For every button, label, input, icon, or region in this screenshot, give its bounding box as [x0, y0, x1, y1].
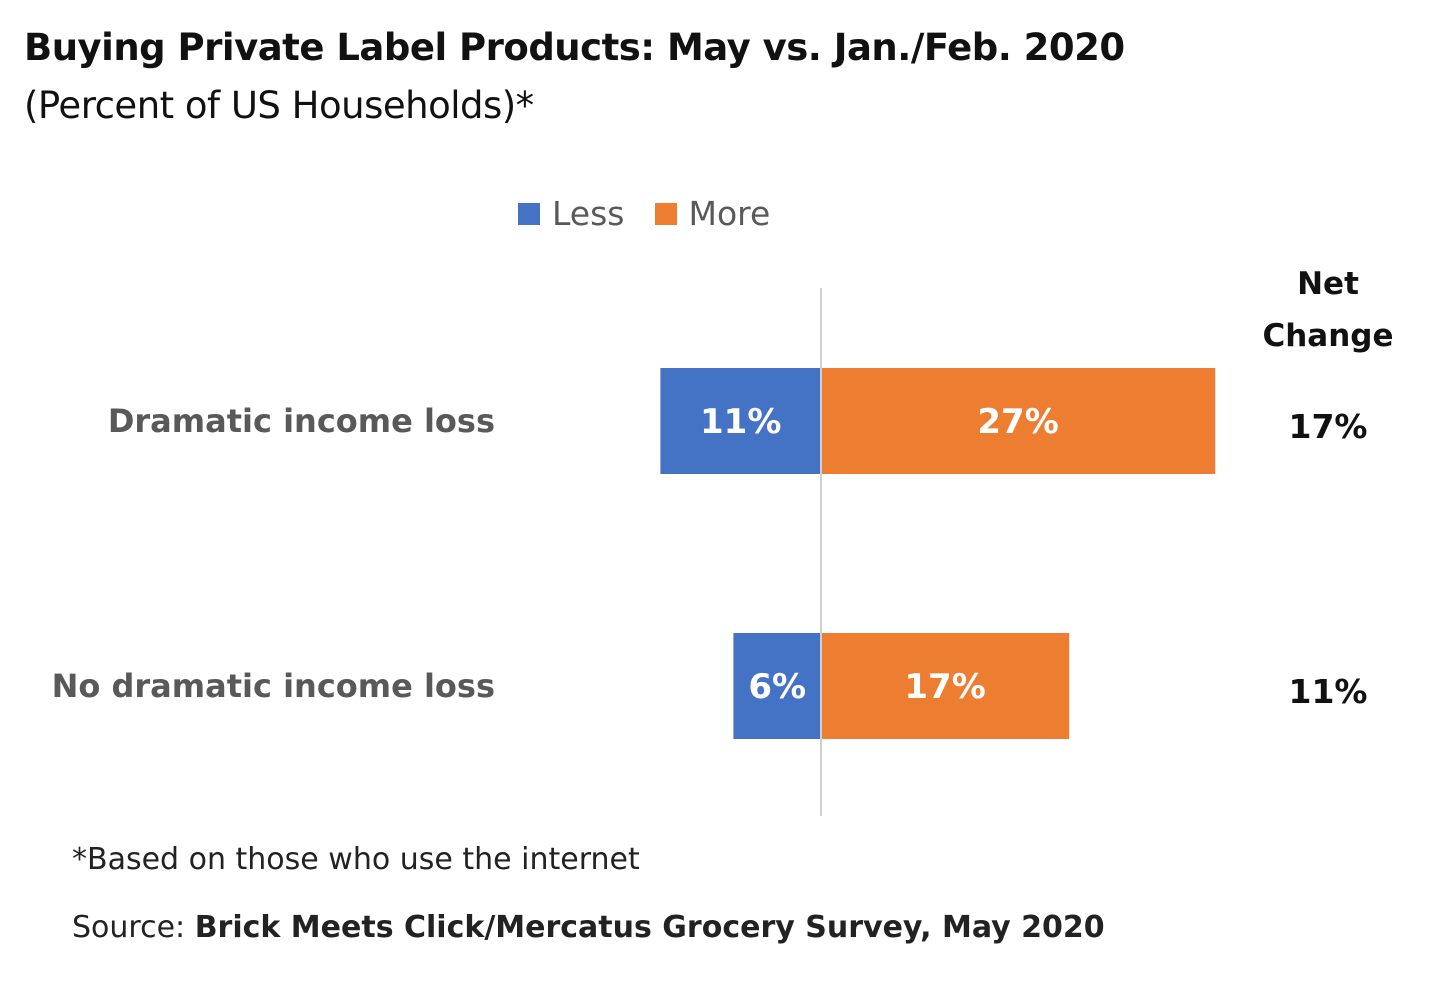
- chart-subtitle: (Percent of US Households)*: [24, 84, 534, 127]
- legend-label-more: More: [688, 194, 771, 233]
- bar-more-1: [821, 633, 1070, 739]
- net-change-header-line2: Change: [1262, 318, 1394, 354]
- footnote: *Based on those who use the internet: [72, 842, 640, 877]
- data-label-less-1: 6%: [748, 667, 806, 707]
- legend-swatch-less: [518, 202, 540, 225]
- net-change-value-1: 11%: [1289, 672, 1368, 711]
- category-label-0: Dramatic income loss: [108, 402, 495, 440]
- legend-item-more: More: [654, 194, 771, 233]
- bar-less-0: [660, 368, 821, 474]
- chart-title: Buying Private Label Products: May vs. J…: [24, 26, 1125, 69]
- legend-item-less: Less: [518, 194, 625, 233]
- bar-more-0: [821, 368, 1216, 474]
- data-label-less-0: 11%: [700, 402, 781, 442]
- source-text: Brick Meets Click/Mercatus Grocery Surve…: [194, 910, 1105, 945]
- bar-less-1: [733, 633, 821, 739]
- net-change-value-0: 17%: [1289, 407, 1368, 446]
- category-label-1: No dramatic income loss: [52, 667, 495, 705]
- data-label-more-1: 17%: [904, 667, 985, 707]
- legend-swatch-more: [654, 202, 677, 225]
- net-change-header: Net Change: [1248, 258, 1408, 362]
- source-note: Source: Brick Meets Click/Mercatus Groce…: [72, 910, 1105, 945]
- data-label-more-0: 27%: [977, 402, 1058, 442]
- net-change-header-line1: Net: [1297, 266, 1359, 302]
- legend-label-less: Less: [552, 194, 625, 233]
- source-prefix: Source:: [72, 910, 195, 945]
- legend: Less More: [518, 194, 800, 233]
